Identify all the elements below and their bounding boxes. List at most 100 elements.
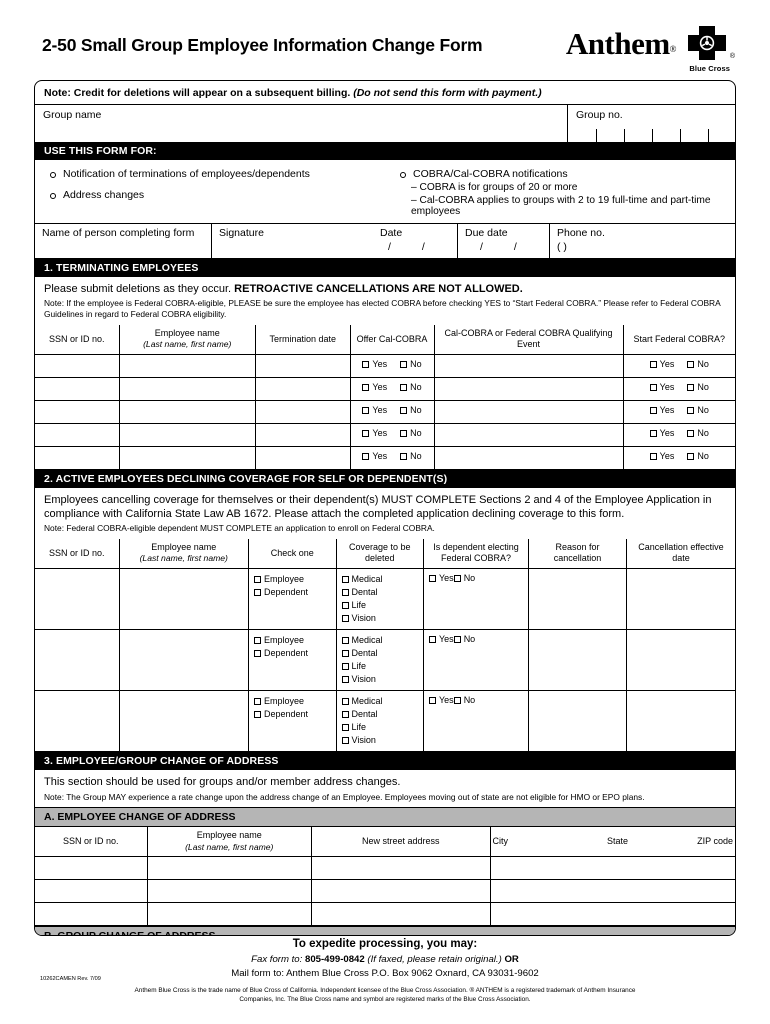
- completed-by-field[interactable]: Name of person completing form: [35, 224, 211, 258]
- cell-ssn[interactable]: [35, 901, 148, 926]
- cell-employee-name[interactable]: [118, 628, 249, 692]
- cell-qualifying-event[interactable]: [433, 445, 624, 470]
- cell-coverage-deleted[interactable]: Medical Dental Life Vision: [335, 628, 424, 692]
- checkbox-employee-row[interactable]: Employee: [254, 695, 331, 708]
- cell-employee-name[interactable]: [146, 901, 312, 926]
- checkbox-no[interactable]: [687, 360, 695, 368]
- cell-termination-date[interactable]: [255, 376, 351, 401]
- cell-check-one[interactable]: Employee Dependent: [248, 690, 337, 753]
- checkbox-yes[interactable]: [429, 574, 436, 582]
- group-no-field[interactable]: Group no.: [567, 105, 735, 142]
- cell-reason[interactable]: [528, 628, 627, 692]
- checkbox-no[interactable]: [400, 406, 408, 414]
- cell-qualifying-event[interactable]: [433, 422, 624, 447]
- cell-coverage-deleted[interactable]: Medical Dental Life Vision: [335, 567, 424, 630]
- checkbox-no[interactable]: [453, 574, 461, 582]
- cell-termination-date[interactable]: [255, 445, 351, 470]
- checkbox-yes[interactable]: [429, 697, 436, 705]
- cell-cancellation-date[interactable]: [626, 628, 735, 692]
- cell-ssn[interactable]: [35, 628, 120, 692]
- checkbox-dependent-row[interactable]: Dependent: [254, 708, 331, 721]
- cell-check-one[interactable]: Employee Dependent: [248, 628, 337, 692]
- cell-qualifying-event[interactable]: [433, 376, 624, 401]
- cell-reason[interactable]: [528, 567, 627, 630]
- checkbox-yes[interactable]: [649, 406, 657, 414]
- cell-new-street-address[interactable]: [311, 855, 491, 880]
- checkbox-yes[interactable]: [649, 360, 657, 368]
- checkbox-medical-row[interactable]: Medical: [341, 573, 419, 586]
- checkbox-dental[interactable]: [341, 588, 349, 596]
- checkbox-employee-row[interactable]: Employee: [254, 573, 331, 586]
- checkbox-yes[interactable]: [362, 429, 370, 437]
- cell-dependent-electing[interactable]: Yes No: [423, 628, 529, 692]
- cell-start-federal-cobra[interactable]: Yes No: [622, 422, 735, 447]
- checkbox-dental-row[interactable]: Dental: [341, 708, 419, 721]
- cell-city-state-zip[interactable]: [489, 855, 735, 880]
- cell-employee-name[interactable]: [118, 690, 249, 753]
- cell-cancellation-date[interactable]: [626, 567, 735, 630]
- cell-ssn[interactable]: [35, 422, 120, 447]
- cell-new-street-address[interactable]: [311, 878, 491, 903]
- cell-cancellation-date[interactable]: [626, 690, 735, 753]
- cell-start-federal-cobra[interactable]: Yes No: [622, 399, 735, 424]
- cell-ssn[interactable]: [35, 878, 148, 903]
- checkbox-yes[interactable]: [429, 635, 436, 643]
- cell-employee-name[interactable]: [118, 399, 256, 424]
- checkbox-no[interactable]: [400, 383, 408, 391]
- cell-employee-name[interactable]: [118, 376, 256, 401]
- checkbox-medical-row[interactable]: Medical: [341, 695, 419, 708]
- cell-employee-name[interactable]: [146, 855, 312, 880]
- checkbox-dependent-row[interactable]: Dependent: [254, 586, 331, 599]
- cell-ssn[interactable]: [35, 353, 120, 378]
- checkbox-no[interactable]: [687, 383, 695, 391]
- cell-offer-cal-cobra[interactable]: Yes No: [349, 422, 435, 447]
- cell-ssn[interactable]: [35, 567, 120, 630]
- cell-new-street-address[interactable]: [311, 901, 491, 926]
- checkbox-dependent[interactable]: [254, 711, 261, 719]
- checkbox-employee[interactable]: [254, 636, 261, 644]
- cell-city-state-zip[interactable]: [489, 878, 735, 903]
- checkbox-no[interactable]: [400, 429, 408, 437]
- cell-dependent-electing[interactable]: Yes No: [423, 567, 529, 630]
- checkbox-life[interactable]: [341, 601, 349, 609]
- checkbox-dependent[interactable]: [254, 649, 261, 657]
- checkbox-dental-row[interactable]: Dental: [341, 647, 419, 660]
- cell-offer-cal-cobra[interactable]: Yes No: [349, 399, 435, 424]
- checkbox-vision-row[interactable]: Vision: [341, 734, 419, 747]
- checkbox-dependent[interactable]: [254, 588, 261, 596]
- due-date-field[interactable]: Due date / /: [457, 224, 549, 258]
- cell-coverage-deleted[interactable]: Medical Dental Life Vision: [335, 690, 424, 753]
- checkbox-no[interactable]: [453, 697, 461, 705]
- checkbox-dental[interactable]: [341, 649, 349, 657]
- cell-offer-cal-cobra[interactable]: Yes No: [349, 445, 435, 470]
- checkbox-medical-row[interactable]: Medical: [341, 634, 419, 647]
- checkbox-medical[interactable]: [341, 636, 349, 644]
- cell-ssn[interactable]: [35, 690, 120, 753]
- checkbox-vision-row[interactable]: Vision: [341, 612, 419, 625]
- cell-termination-date[interactable]: [255, 399, 351, 424]
- checkbox-yes[interactable]: [649, 452, 657, 460]
- checkbox-yes[interactable]: [362, 383, 370, 391]
- checkbox-no[interactable]: [400, 360, 408, 368]
- checkbox-yes[interactable]: [649, 429, 657, 437]
- checkbox-employee[interactable]: [254, 698, 261, 706]
- cell-termination-date[interactable]: [255, 422, 351, 447]
- cell-ssn[interactable]: [35, 376, 120, 401]
- checkbox-yes[interactable]: [362, 360, 370, 368]
- cell-ssn[interactable]: [35, 399, 120, 424]
- checkbox-medical[interactable]: [341, 698, 349, 706]
- cell-offer-cal-cobra[interactable]: Yes No: [349, 376, 435, 401]
- checkbox-yes[interactable]: [362, 452, 370, 460]
- cell-reason[interactable]: [528, 690, 627, 753]
- phone-field[interactable]: Phone no. ( ): [549, 224, 735, 258]
- cell-employee-name[interactable]: [118, 353, 256, 378]
- cell-dependent-electing[interactable]: Yes No: [423, 690, 529, 753]
- cell-start-federal-cobra[interactable]: Yes No: [622, 445, 735, 470]
- checkbox-life-row[interactable]: Life: [341, 660, 419, 673]
- checkbox-life-row[interactable]: Life: [341, 599, 419, 612]
- cell-termination-date[interactable]: [255, 353, 351, 378]
- checkbox-no[interactable]: [400, 452, 408, 460]
- checkbox-no[interactable]: [687, 452, 695, 460]
- checkbox-vision[interactable]: [341, 614, 349, 622]
- checkbox-no[interactable]: [687, 429, 695, 437]
